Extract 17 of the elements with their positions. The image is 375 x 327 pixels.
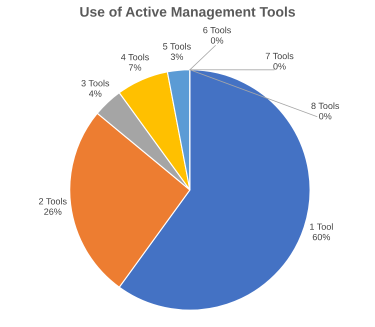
data-label: 26%	[44, 208, 62, 215]
category-label: 8 Tools	[311, 102, 340, 110]
slice-label: 3 Tools	[81, 80, 110, 86]
slice-label: 4 Tools	[120, 54, 149, 60]
text: 0%	[210, 37, 224, 44]
data-label: 60%	[312, 234, 330, 240]
data-label: 3%	[170, 54, 184, 60]
slice-label: 1 Tool	[310, 223, 333, 230]
slice-label: 5 Tools	[163, 42, 191, 50]
slice-label: 2 Tools	[39, 198, 67, 204]
category-label: 7 Tools	[266, 52, 294, 60]
data-label: 4%	[88, 90, 102, 97]
data-label: 7%	[128, 64, 142, 71]
text: 0%	[273, 63, 286, 70]
text: 0%	[319, 113, 332, 120]
chart-title: Use of Active Management Tools	[80, 6, 295, 20]
category-label: 6 Tools	[203, 26, 231, 34]
